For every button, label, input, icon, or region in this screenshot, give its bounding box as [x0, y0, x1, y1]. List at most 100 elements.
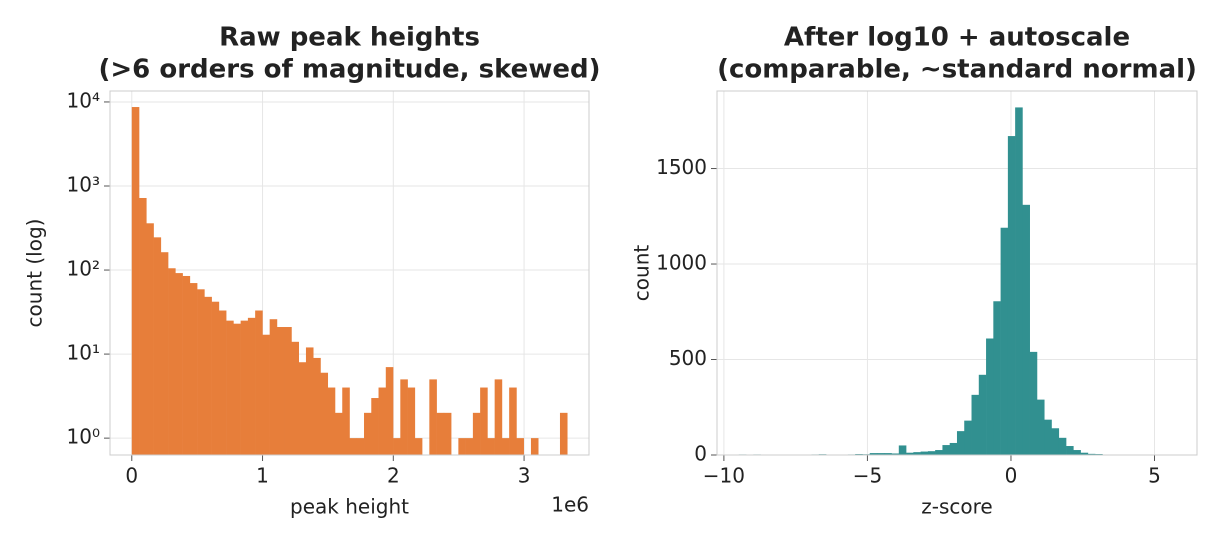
axes-frame — [109, 90, 590, 456]
histogram-bar — [327, 387, 336, 455]
histogram-bar — [472, 412, 481, 455]
histogram-bar — [226, 320, 234, 455]
x-tick-label: 5 — [1148, 464, 1161, 488]
histogram-bar — [971, 394, 980, 455]
histogram-bar — [956, 431, 965, 455]
histogram-bar — [146, 223, 154, 455]
histogram-bar — [1000, 227, 1009, 455]
histogram-bar — [313, 357, 321, 455]
x-tick-label: −5 — [853, 464, 882, 488]
histogram-bar — [204, 296, 212, 455]
histogram-bar — [949, 442, 958, 455]
chart-title: (>6 orders of magnitude, skewed) — [99, 55, 601, 85]
chart-title: (comparable, ~standard normal) — [717, 55, 1197, 85]
histogram-bar — [276, 327, 285, 455]
chart-title: Raw peak heights — [219, 23, 480, 53]
histogram-bar — [139, 197, 147, 456]
histogram-bar — [349, 438, 358, 455]
x-tick-label: −10 — [703, 464, 745, 488]
histogram-bar — [501, 438, 510, 455]
histogram-bar — [458, 438, 466, 455]
x-offset-label: 1e6 — [551, 493, 589, 517]
plot-area — [717, 91, 1197, 455]
histogram-bar — [876, 453, 885, 455]
histogram-bar — [993, 301, 1001, 455]
y-tick-label: 1500 — [656, 155, 707, 179]
y-tick-label: 0 — [694, 442, 707, 466]
histogram-bar — [978, 374, 987, 455]
histogram-bar — [429, 379, 437, 455]
histogram-bar — [1073, 450, 1081, 455]
histogram-bar — [153, 237, 162, 455]
histogram-bar — [378, 387, 387, 455]
x-axis-label: z-score — [921, 495, 992, 519]
histogram-bar — [168, 268, 176, 455]
histogram-bar — [913, 452, 921, 455]
y-axis-label: count — [630, 245, 654, 302]
histogram-bar — [935, 450, 943, 455]
histogram-bar — [869, 453, 878, 455]
histogram-bar — [927, 451, 936, 455]
histogram-bar — [559, 412, 568, 455]
histogram-bar — [298, 362, 307, 455]
histogram-bar — [320, 372, 329, 455]
x-tick-label: 0 — [125, 464, 138, 488]
y-tick-label: 10² — [67, 257, 100, 281]
histogram-bar — [487, 438, 495, 455]
y-axis-label: count (log) — [23, 219, 47, 328]
histogram-bar — [1058, 437, 1067, 455]
histogram-bar — [175, 273, 183, 455]
histogram-bar — [131, 107, 140, 455]
y-tick-label: 1000 — [656, 251, 707, 275]
histogram-bar — [407, 387, 416, 455]
histogram-bar — [891, 453, 900, 455]
histogram-bar — [1015, 107, 1023, 456]
y-tick-label: 10¹ — [67, 341, 100, 365]
histogram-bar — [443, 412, 452, 455]
histogram-bar — [218, 310, 227, 455]
histogram-bar — [1044, 419, 1052, 455]
histogram-bar — [262, 334, 270, 455]
histogram-bar — [516, 438, 524, 455]
histogram-bar — [1080, 452, 1089, 455]
x-tick-label: 2 — [387, 464, 400, 488]
histogram-bar — [197, 289, 205, 455]
x-tick-label: 3 — [518, 464, 531, 488]
chart-title: After log10 + autoscale — [784, 23, 1130, 53]
histogram-bar — [240, 320, 249, 455]
x-tick-label: 1 — [256, 464, 269, 488]
histogram-bar — [1007, 136, 1016, 455]
histogram-bar — [436, 412, 445, 455]
histogram-bar — [509, 387, 517, 455]
histogram-bar — [530, 438, 539, 455]
histogram-bar — [371, 398, 379, 455]
y-tick-label: 500 — [669, 346, 707, 370]
histogram-bar — [1051, 428, 1060, 455]
histogram-bar — [414, 438, 423, 455]
histogram-bar — [1029, 351, 1038, 455]
histogram-bar — [334, 412, 343, 455]
histogram-bar — [189, 283, 198, 455]
y-tick-label: 10³ — [67, 172, 100, 196]
histogram-bar — [942, 445, 950, 455]
histogram-bar — [898, 445, 907, 455]
histogram-bar — [906, 452, 914, 455]
histogram-bar — [385, 367, 394, 455]
histogram-bar — [247, 317, 256, 455]
x-tick-label: 0 — [1005, 464, 1018, 488]
histogram-bar — [1036, 399, 1045, 455]
histogram-bar — [465, 438, 474, 455]
histogram-bar — [400, 379, 408, 455]
histogram-bar — [964, 420, 972, 455]
histogram-bar — [211, 301, 220, 455]
histogram-bar — [342, 387, 350, 455]
histogram-bar — [233, 323, 241, 455]
histogram-bar — [269, 319, 278, 455]
histogram-bar — [1087, 453, 1096, 455]
histogram-bar — [480, 387, 488, 455]
histogram-bar — [160, 252, 169, 455]
histogram-bar — [884, 453, 892, 455]
histogram-bar — [1066, 446, 1074, 455]
histogram-bar — [393, 438, 401, 455]
